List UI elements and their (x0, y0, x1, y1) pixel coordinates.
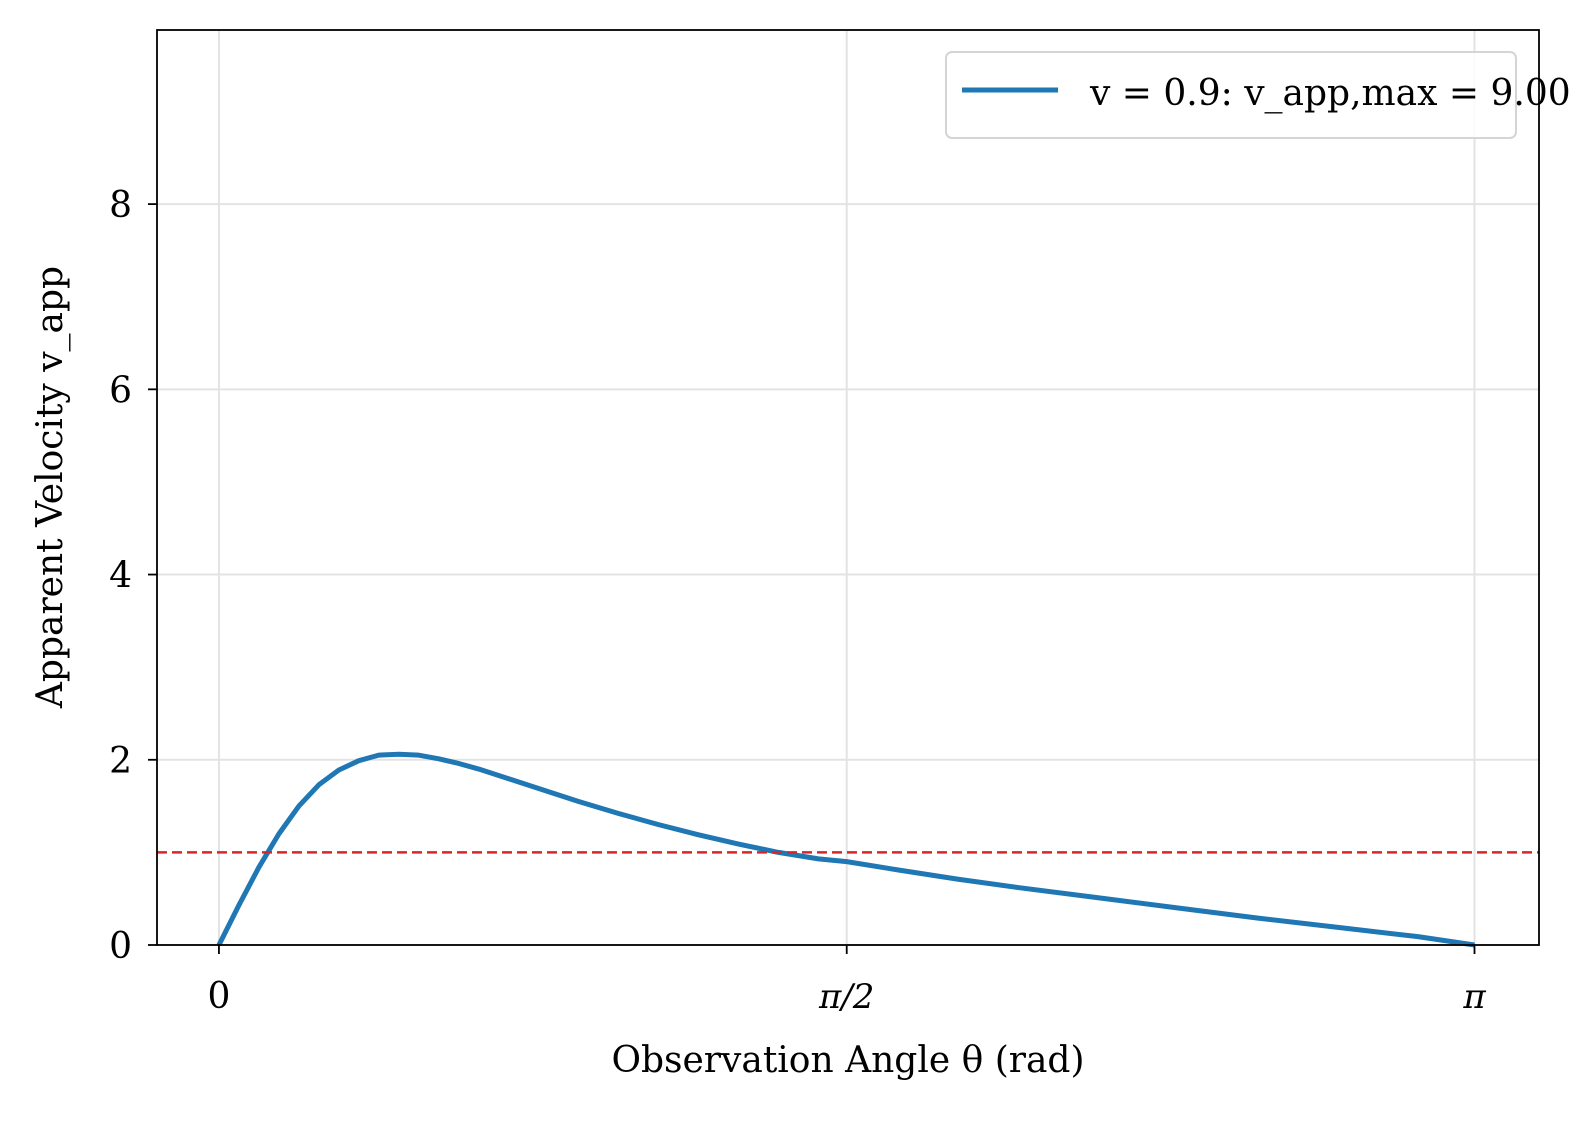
series-line (216, 751, 1475, 948)
x-tick-label: π/2 (818, 977, 874, 1017)
y-tick-label: 2 (109, 741, 132, 782)
y-tick-label: 6 (109, 370, 132, 411)
x-tick-label: 0 (207, 976, 230, 1017)
y-tick-label: 4 (109, 556, 132, 597)
axis-ticks: 0 π/2 π 0 2 4 6 8 (109, 185, 1486, 1017)
grid-lines (157, 30, 1539, 946)
y-tick-label: 0 (109, 926, 132, 967)
legend-box (945, 51, 1517, 139)
legend: v = 0.9: v_app,max = 9.00 (945, 51, 1571, 139)
y-tick-label: 8 (109, 185, 132, 226)
plot-area (157, 751, 1539, 948)
axes-frame (156, 29, 1540, 946)
x-tick-label: π (1462, 977, 1486, 1017)
legend-entry-text: v = 0.9: v_app,max = 9.00 (1089, 73, 1571, 114)
x-axis-label: Observation Angle θ (rad) (611, 1040, 1084, 1081)
y-axis-label: Apparent Velocity v_app (30, 266, 71, 709)
